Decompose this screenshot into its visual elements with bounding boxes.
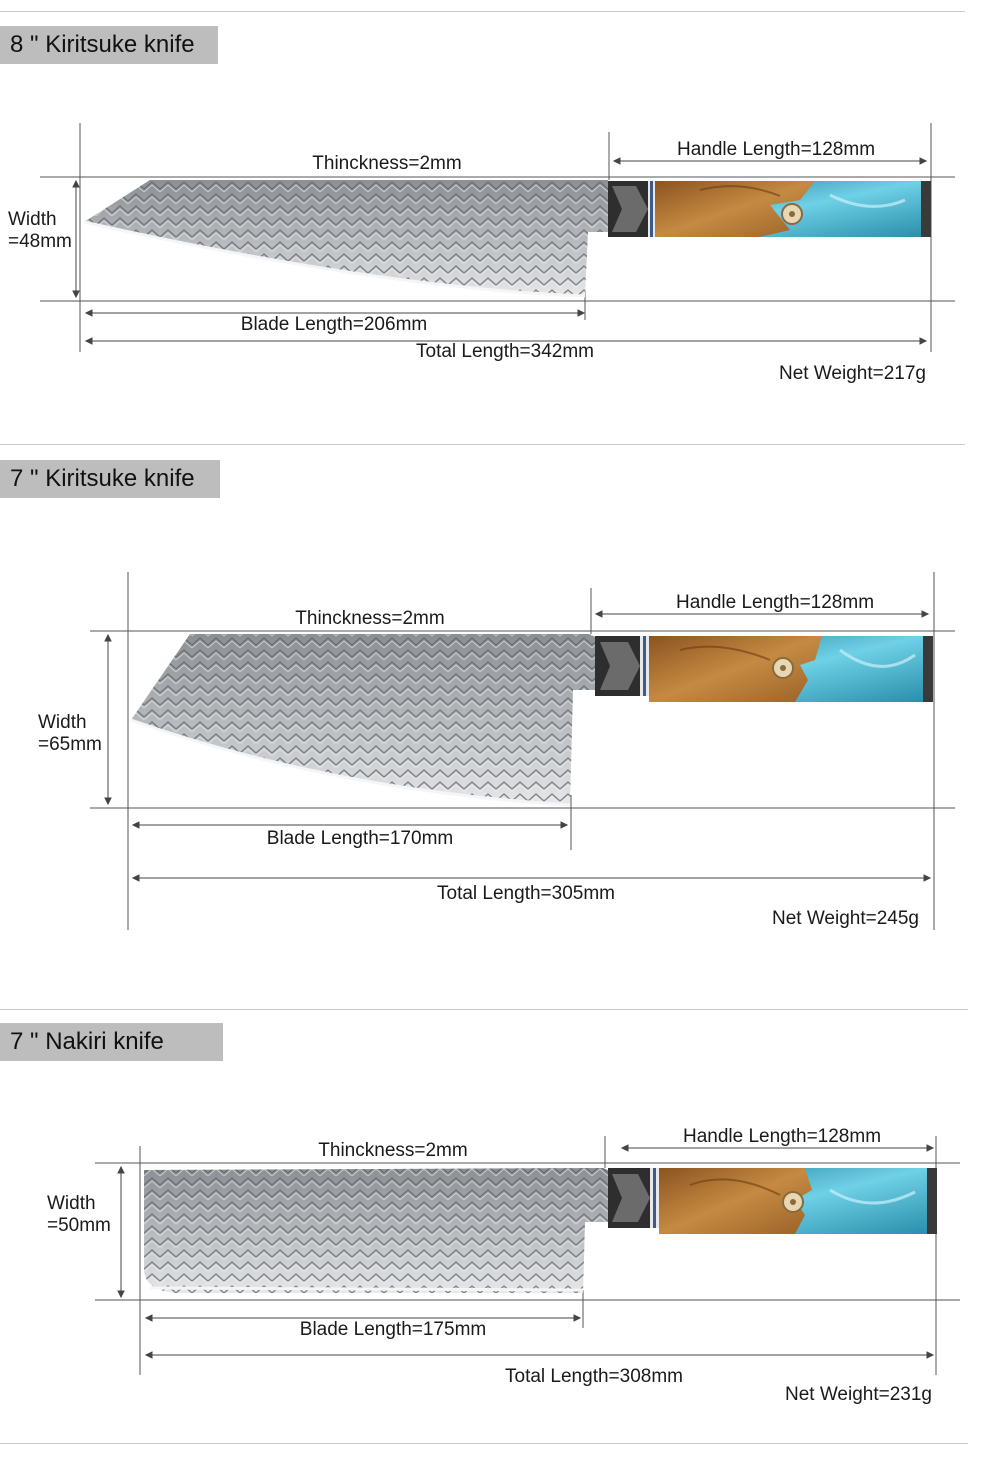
width-label: Width: [38, 712, 87, 733]
section-title: 8 " Kiritsuke knife: [0, 26, 218, 64]
knife-3: [144, 1168, 937, 1293]
net-weight-label: Net Weight=245g: [772, 908, 919, 929]
section-divider: [0, 444, 965, 445]
dimension-arrows: [72, 157, 928, 345]
total-length-label: Total Length=305mm: [437, 883, 615, 904]
width-label: Width: [47, 1193, 96, 1214]
section-divider: [0, 1009, 968, 1010]
thickness-label: Thinckness=2mm: [295, 608, 445, 629]
section-title: 7 " Nakiri knife: [0, 1023, 223, 1061]
width-value-label: =65mm: [38, 734, 102, 755]
net-weight-label: Net Weight=231g: [785, 1384, 932, 1405]
handle-length-label: Handle Length=128mm: [682, 1126, 882, 1147]
dimension-arrows: [117, 1144, 935, 1359]
guide-lines: [90, 572, 955, 930]
width-label: Width: [8, 209, 57, 230]
width-value-label: =50mm: [47, 1215, 111, 1236]
net-weight-label: Net Weight=217g: [779, 363, 926, 384]
width-value-label: =48mm: [8, 231, 72, 252]
handle-length-label: Handle Length=128mm: [675, 592, 875, 613]
handle-length-label: Handle Length=128mm: [676, 139, 876, 160]
top-divider: [0, 11, 965, 12]
bottom-divider: [0, 1443, 968, 1444]
knife-1: [83, 180, 931, 298]
blade-length-label: Blade Length=206mm: [240, 314, 428, 335]
total-length-label: Total Length=308mm: [505, 1366, 683, 1387]
section-title: 7 " Kiritsuke knife: [0, 460, 220, 498]
knife-2: [130, 634, 933, 807]
blade-length-label: Blade Length=175mm: [299, 1319, 487, 1340]
guide-lines: [40, 123, 955, 352]
guide-lines: [95, 1136, 960, 1375]
handle-rivet-emblem: [772, 657, 794, 679]
wood-resin-handle: [659, 1168, 927, 1234]
thickness-label: Thinckness=2mm: [312, 153, 462, 174]
handle-rivet-emblem: [782, 1191, 804, 1213]
thickness-label: Thinckness=2mm: [318, 1140, 468, 1161]
handle-rivet-emblem: [781, 203, 803, 225]
total-length-label: Total Length=342mm: [416, 341, 594, 362]
dimension-arrows: [104, 610, 932, 882]
blade-length-label: Blade Length=170mm: [266, 828, 454, 849]
